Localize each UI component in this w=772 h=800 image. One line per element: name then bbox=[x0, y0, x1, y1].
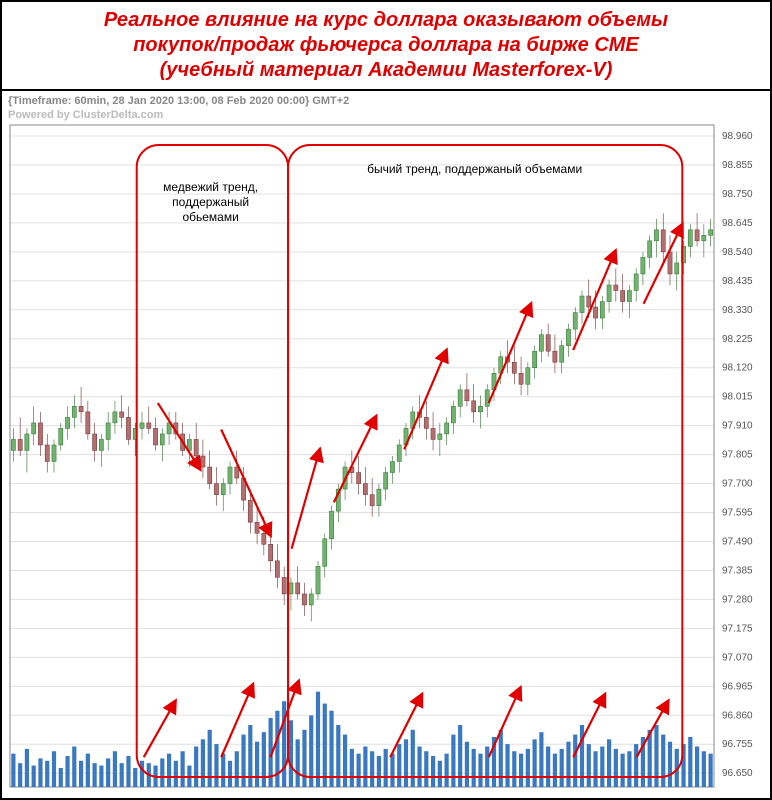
timeframe-label: {Timeframe: 60min, 28 Jan 2020 13:00, 08… bbox=[8, 95, 349, 107]
svg-text:96.860: 96.860 bbox=[722, 710, 753, 721]
svg-text:98.330: 98.330 bbox=[722, 305, 753, 316]
chart-svg: 96.650 96.755 96.860 96.965 97.070 97.175 97.2… bbox=[2, 91, 770, 797]
volume-bars bbox=[11, 692, 712, 787]
svg-text:97.280: 97.280 bbox=[722, 594, 753, 605]
svg-text:98.750: 98.750 bbox=[722, 189, 753, 200]
title-line-2: покупок/продаж фьючерса доллара на бирже… bbox=[10, 33, 762, 58]
chart-area: {Timeframe: 60min, 28 Jan 2020 13:00, 08… bbox=[2, 91, 770, 797]
svg-text:98.015: 98.015 bbox=[722, 392, 753, 403]
svg-text:бычий тренд, поддержаный объем: бычий тренд, поддержаный объемами bbox=[367, 162, 582, 176]
svg-text:96.965: 96.965 bbox=[722, 681, 753, 692]
svg-text:98.435: 98.435 bbox=[722, 276, 753, 287]
title-box: Реальное влияние на курс доллара оказыва… bbox=[2, 2, 770, 91]
powered-by-label: Powered by ClusterDelta.com bbox=[8, 109, 163, 121]
svg-text:обьемами: обьемами bbox=[182, 210, 238, 224]
svg-text:медвежий тренд,: медвежий тренд, bbox=[163, 180, 258, 194]
svg-text:поддержаный: поддержаный bbox=[172, 195, 249, 209]
figure-container: Реальное влияние на курс доллара оказыва… bbox=[0, 0, 772, 800]
candles bbox=[11, 213, 712, 621]
svg-text:96.755: 96.755 bbox=[722, 739, 753, 750]
svg-text:97.805: 97.805 bbox=[722, 450, 753, 461]
svg-text:97.910: 97.910 bbox=[722, 421, 753, 432]
svg-text:96.650: 96.650 bbox=[722, 768, 753, 779]
svg-text:98.540: 98.540 bbox=[722, 247, 753, 258]
svg-text:98.120: 98.120 bbox=[722, 363, 753, 374]
svg-text:97.175: 97.175 bbox=[722, 623, 753, 634]
svg-text:98.960: 98.960 bbox=[722, 131, 753, 142]
svg-text:97.490: 97.490 bbox=[722, 537, 753, 548]
svg-text:97.385: 97.385 bbox=[722, 565, 753, 576]
svg-text:98.855: 98.855 bbox=[722, 160, 753, 171]
svg-text:98.225: 98.225 bbox=[722, 334, 753, 345]
svg-text:98.645: 98.645 bbox=[722, 218, 753, 229]
svg-text:97.070: 97.070 bbox=[722, 652, 753, 663]
title-line-3: (учебный материал Академии Masterforex-V… bbox=[10, 58, 762, 83]
svg-text:97.595: 97.595 bbox=[722, 508, 753, 519]
svg-text:97.700: 97.700 bbox=[722, 479, 753, 490]
title-line-1: Реальное влияние на курс доллара оказыва… bbox=[10, 8, 762, 33]
